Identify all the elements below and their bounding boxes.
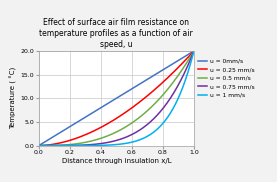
u = 0.5 mm/s (121, 128, 124, 130)
Legend: u = 0mm/s, u = 0.25 mm/s, u = 0.5 mm/s, u = 0.75 mm/s, u = 1 mm/s: u = 0mm/s, u = 0.25 mm/s, u = 0.5 mm/s, … (198, 59, 254, 98)
Line: u = 0.5 mm/s: u = 0.5 mm/s (39, 51, 194, 146)
u = 0mm/s (192, 50, 196, 52)
Line: u = 0mm/s: u = 0mm/s (39, 51, 194, 146)
u = 0mm/s (112, 99, 115, 101)
X-axis label: Distance through insulation x/L: Distance through insulation x/L (61, 158, 171, 164)
u = 0.5 mm/s (37, 145, 40, 147)
u = 0mm/s (111, 100, 114, 102)
u = 0.5 mm/s (129, 122, 133, 124)
u = 0.25 mm/s (189, 54, 192, 56)
u = 0.75 mm/s (121, 137, 124, 140)
Y-axis label: Temperature ( °C): Temperature ( °C) (10, 67, 17, 129)
u = 0.25 mm/s (112, 119, 115, 121)
u = 1 mm/s (192, 50, 196, 52)
u = 0.25 mm/s (37, 145, 40, 147)
u = 1 mm/s (37, 145, 40, 147)
u = 1 mm/s (189, 64, 192, 66)
u = 0mm/s (129, 88, 133, 90)
u = 0.5 mm/s (112, 132, 115, 134)
Line: u = 1 mm/s: u = 1 mm/s (39, 51, 194, 146)
u = 1 mm/s (111, 144, 114, 146)
u = 1 mm/s (112, 144, 115, 146)
u = 0.25 mm/s (129, 107, 133, 110)
u = 1 mm/s (164, 118, 168, 121)
u = 0mm/s (164, 67, 168, 69)
Title: Effect of surface air film resistance on
temperature profiles as a function of a: Effect of surface air film resistance on… (39, 18, 193, 49)
Line: u = 0.75 mm/s: u = 0.75 mm/s (39, 51, 194, 146)
u = 0mm/s (37, 145, 40, 147)
u = 0mm/s (121, 93, 124, 96)
u = 0.5 mm/s (111, 133, 114, 135)
u = 0.75 mm/s (129, 134, 133, 136)
u = 0.25 mm/s (121, 113, 124, 115)
u = 0.75 mm/s (189, 59, 192, 61)
u = 0.25 mm/s (164, 78, 168, 80)
u = 0.5 mm/s (164, 90, 168, 92)
u = 0.75 mm/s (112, 140, 115, 142)
u = 0mm/s (189, 52, 192, 54)
Line: u = 0.25 mm/s: u = 0.25 mm/s (39, 51, 194, 146)
u = 0.25 mm/s (111, 120, 114, 122)
u = 0.75 mm/s (111, 140, 114, 143)
u = 1 mm/s (129, 141, 133, 143)
u = 0.75 mm/s (164, 103, 168, 106)
u = 0.75 mm/s (192, 50, 196, 52)
u = 0.75 mm/s (37, 145, 40, 147)
u = 1 mm/s (121, 143, 124, 145)
u = 0.5 mm/s (189, 56, 192, 58)
u = 0.5 mm/s (192, 50, 196, 52)
u = 0.25 mm/s (192, 50, 196, 52)
